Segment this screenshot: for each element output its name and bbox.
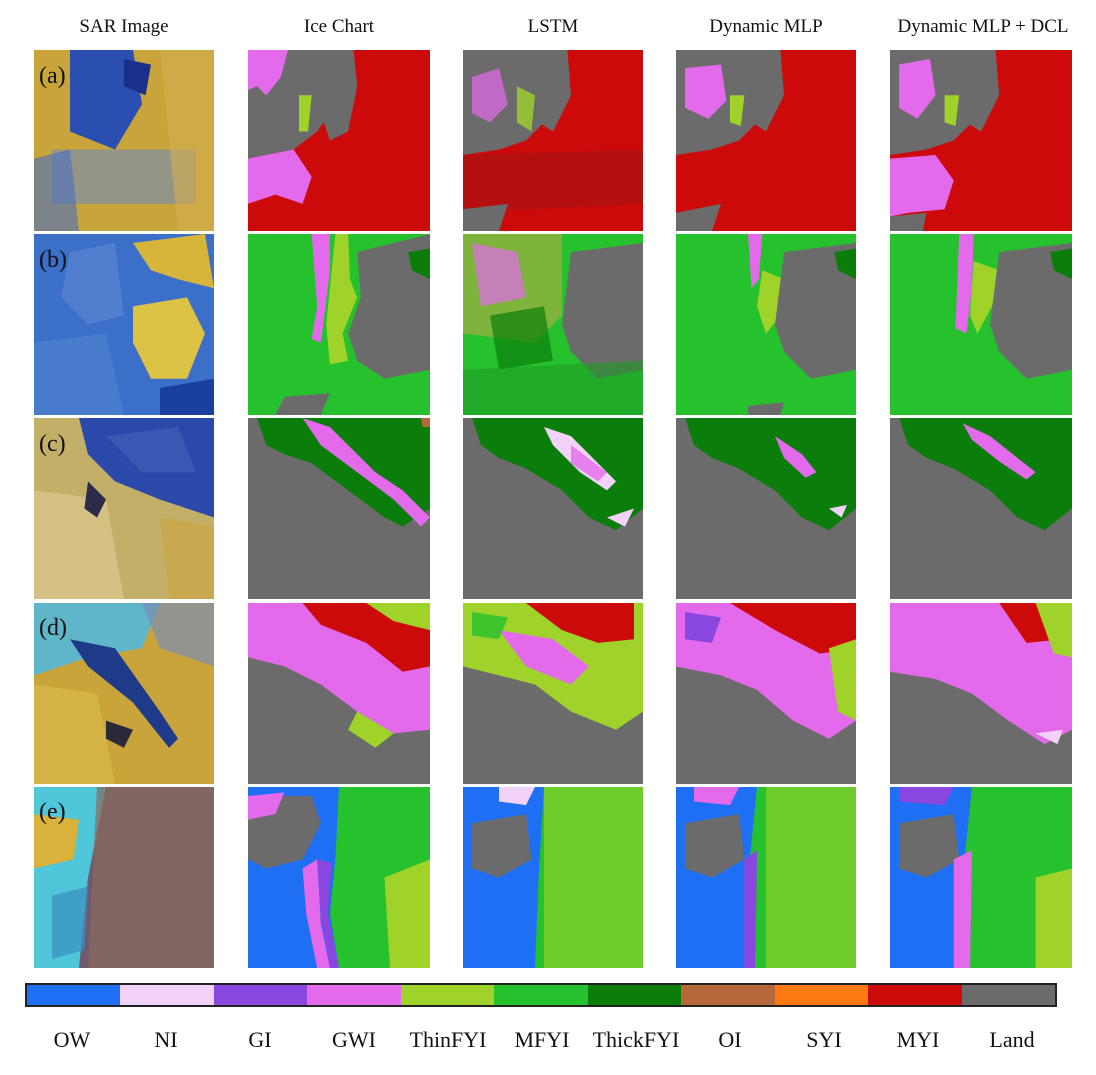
legend-swatch-syi <box>774 985 869 1005</box>
legend-swatch-myi <box>868 985 962 1005</box>
dynamic-mlp-dcl-d <box>890 603 1072 784</box>
ice-chart-d <box>248 603 430 784</box>
column-header-sar: SAR Image <box>79 16 169 37</box>
dynamic-mlp-dcl-c <box>890 418 1072 599</box>
legend-label-gwi: GWI <box>332 1027 376 1052</box>
row-label-e: (e) <box>39 799 66 825</box>
legend-label-thickfyi: ThickFYI <box>592 1027 680 1052</box>
lstm-e <box>463 787 643 968</box>
legend-label-syi: SYI <box>806 1027 842 1052</box>
legend-label-ni: NI <box>154 1027 178 1052</box>
dynamic-mlp-e <box>676 787 856 968</box>
sar-image-c <box>34 418 214 599</box>
legend-swatch-ni <box>120 985 214 1005</box>
dynamic-mlp-d <box>676 603 856 784</box>
sar-image-e <box>34 787 214 968</box>
column-header-dynamic-mlp: Dynamic MLP <box>709 16 823 37</box>
ice-chart-a <box>248 50 430 231</box>
row-label-a: (a) <box>39 63 66 89</box>
ice-chart-c <box>248 418 430 599</box>
legend-swatch-mfyi <box>494 985 588 1005</box>
legend-label-myi: MYI <box>896 1027 940 1052</box>
dynamic-mlp-dcl-a <box>890 50 1072 231</box>
row-label-b: (b) <box>39 247 67 273</box>
legend-label-ow: OW <box>53 1027 91 1052</box>
dynamic-mlp-dcl-e <box>890 787 1072 968</box>
lstm-c <box>463 418 643 599</box>
row-label-d: (d) <box>39 615 67 641</box>
legend-label-oi: OI <box>718 1027 742 1052</box>
dynamic-mlp-dcl-b <box>890 234 1072 415</box>
ice-chart-b <box>248 234 430 415</box>
legend-label-gi: GI <box>248 1027 272 1052</box>
ice-chart-e <box>248 787 430 968</box>
legend-label-mfyi: MFYI <box>514 1027 570 1052</box>
column-header-ice-chart: Ice Chart <box>303 16 375 37</box>
lstm-b <box>463 234 643 415</box>
dynamic-mlp-c <box>676 418 856 599</box>
legend-label-land: Land <box>989 1027 1035 1052</box>
sar-image-b <box>34 234 214 415</box>
row-label-c: (c) <box>39 431 66 457</box>
column-header-dynamic-mlp-dcl: Dynamic MLP + DCL <box>897 16 1069 37</box>
lstm-a <box>463 50 643 231</box>
legend-color-bar <box>25 983 1057 1007</box>
legend-swatch-thickfyi <box>587 985 682 1005</box>
legend-swatch-oi <box>681 985 775 1005</box>
lstm-d <box>463 603 643 784</box>
legend-label-thinfyi: ThinFYI <box>409 1027 487 1052</box>
legend-swatch-land <box>961 985 1055 1005</box>
legend-swatch-gwi <box>307 985 401 1005</box>
dynamic-mlp-b <box>676 234 856 415</box>
sar-image-d <box>34 603 214 784</box>
column-header-lstm: LSTM <box>527 16 579 37</box>
sar-image-a <box>34 50 214 231</box>
dynamic-mlp-a <box>676 50 856 231</box>
legend-swatch-gi <box>213 985 308 1005</box>
legend-swatch-ow <box>27 985 121 1005</box>
legend-swatch-thinfyi <box>400 985 495 1005</box>
